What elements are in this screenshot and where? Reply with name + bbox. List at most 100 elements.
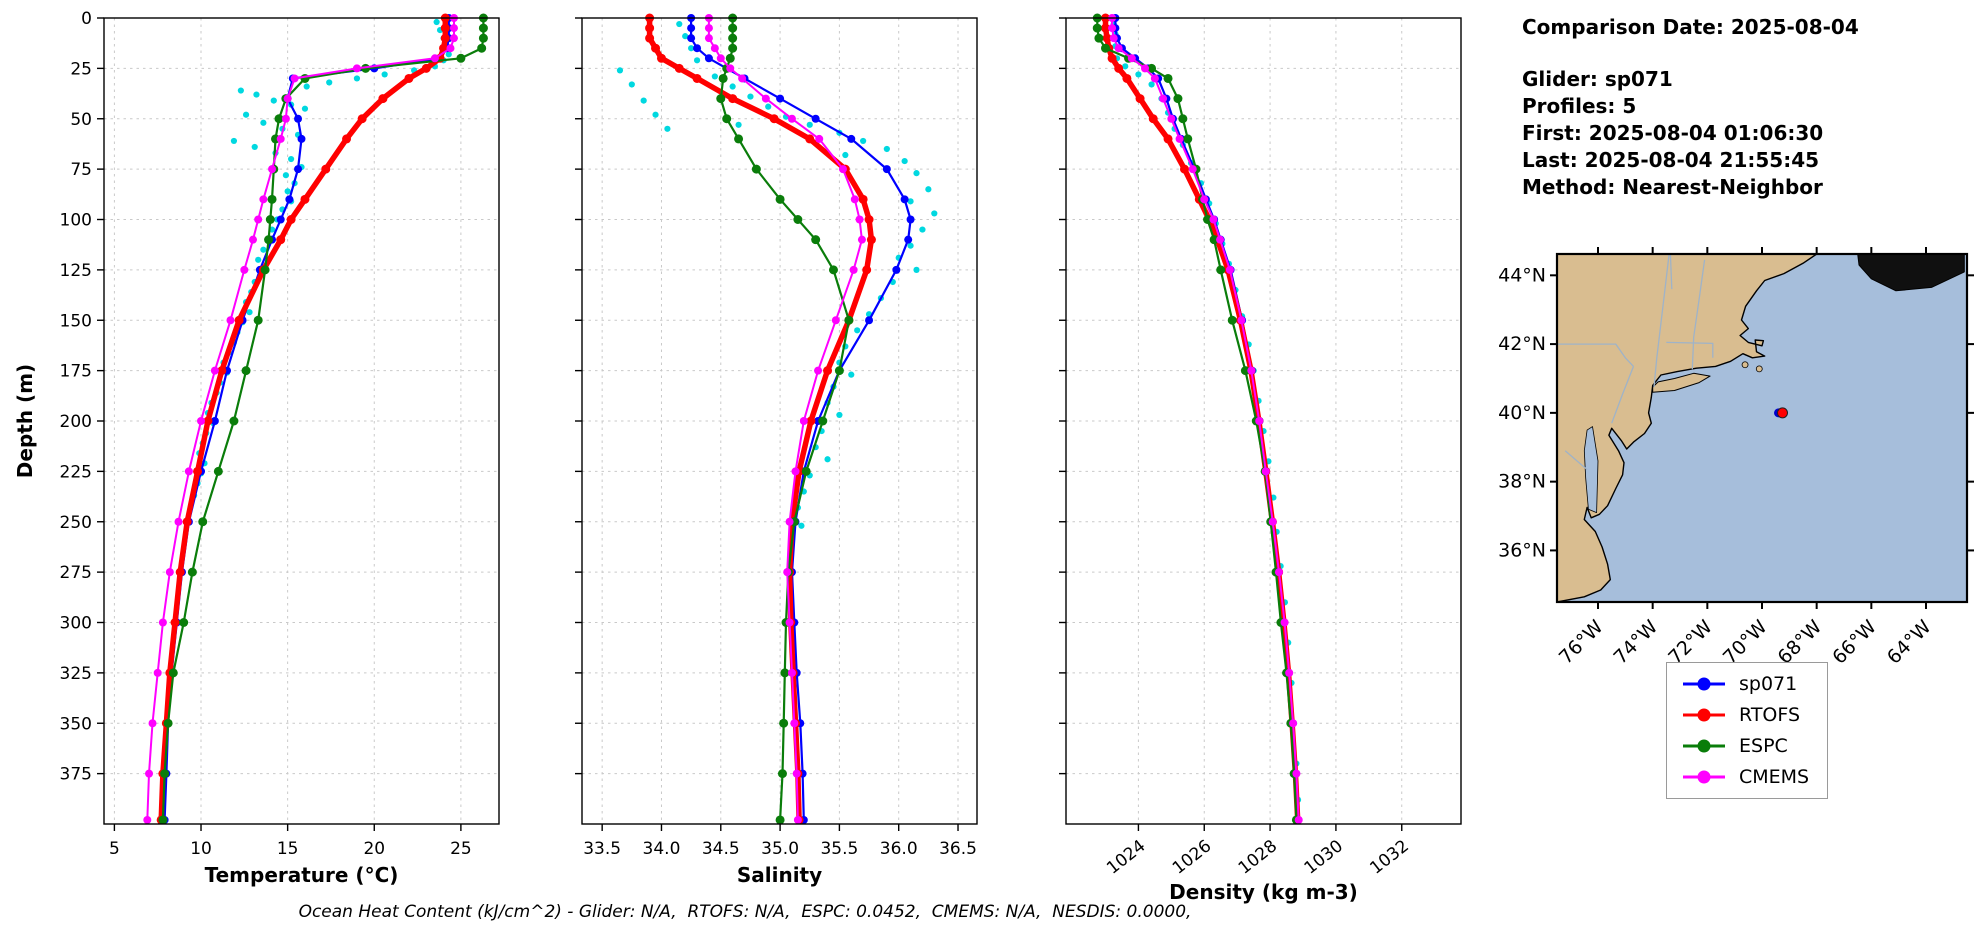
state-border-line (1557, 343, 1634, 367)
chart-legend: sp071 RTOFS ESPC CMEMS (1666, 662, 1829, 799)
lat-tick-label: 38°N (1498, 471, 1546, 493)
svg-text:50: 50 (70, 110, 92, 130)
coastline-land (1557, 254, 1818, 602)
svg-text:1032: 1032 (1366, 836, 1412, 878)
glider-observations (1135, 71, 1142, 78)
svg-text:275: 275 (60, 563, 92, 583)
glider-observations (688, 45, 695, 52)
svg-text:325: 325 (60, 664, 92, 684)
glider-observations (682, 33, 689, 40)
glider-observations (301, 105, 309, 112)
svg-text:100: 100 (60, 211, 92, 231)
svg-text:36.5: 36.5 (939, 839, 977, 859)
location-map: 44°N 42°N 40°N 38°N 36°N 76°W 74°W 72°W 70°W 68°W… (1498, 247, 1974, 669)
lat-tick-label: 44°N (1498, 264, 1546, 286)
glider-observations (664, 125, 671, 132)
lon-tick-label: 64°W (1883, 616, 1936, 669)
glider-observations (237, 87, 244, 94)
series-CMEMS (1111, 18, 1300, 821)
method-text: Method: Nearest-Neighbor (1522, 175, 1823, 199)
state-border-line (1666, 341, 1714, 358)
info-panel: Comparison Date: 2025-08-04 Glider: sp07… (1522, 14, 1972, 201)
glider-observations (735, 121, 742, 128)
glider-observations (251, 143, 258, 151)
svg-text:375: 375 (60, 765, 92, 785)
glider-observations (640, 97, 647, 104)
glider-observations (445, 51, 452, 58)
glider-observations (913, 266, 920, 273)
glider-observations (282, 172, 290, 179)
lat-tick-label: 36°N (1498, 539, 1546, 561)
glider-observations (326, 79, 333, 86)
glider-observations (848, 371, 855, 378)
svg-text:1024: 1024 (1103, 836, 1149, 878)
svg-text:34.5: 34.5 (702, 839, 740, 859)
svg-text:0: 0 (81, 9, 92, 29)
glider-observations (652, 111, 659, 118)
svg-text:350: 350 (60, 714, 92, 734)
glider-observations (854, 327, 861, 334)
glider-observations (860, 137, 867, 145)
glider-observations (729, 83, 736, 90)
svg-text:25: 25 (70, 59, 92, 79)
glider-observations (883, 145, 890, 153)
glider-name-text: Glider: sp071 (1522, 67, 1673, 91)
glider-location-marker (1777, 407, 1788, 419)
series-CMEMS (146, 18, 455, 821)
glider-observations (303, 83, 310, 90)
lon-tick-label: 72°W (1664, 616, 1717, 669)
density-profile-chart: 1024 1026 1028 1030 1032 Density (kg m-3) (1059, 13, 1462, 904)
glider-observations (798, 522, 805, 529)
legend-item-cmems: CMEMS (1681, 766, 1809, 788)
glider-observations (242, 111, 250, 118)
svg-text:300: 300 (60, 614, 92, 634)
svg-text:125: 125 (60, 261, 92, 281)
svg-text:35.0: 35.0 (761, 839, 799, 859)
glider-observations (246, 309, 253, 316)
glider-observations (260, 119, 267, 126)
lon-tick-label: 74°W (1610, 616, 1663, 669)
svg-text:150: 150 (60, 311, 92, 331)
glider-observations (1148, 81, 1155, 88)
svg-text:75: 75 (70, 160, 92, 180)
svg-text:36.0: 36.0 (880, 839, 918, 859)
legend-label-rtofs: RTOFS (1739, 704, 1801, 726)
glider-observations (270, 97, 277, 104)
legend-label-cmems: CMEMS (1739, 766, 1810, 788)
svg-text:34.0: 34.0 (643, 839, 681, 859)
lon-tick-label: 66°W (1828, 616, 1881, 669)
lat-tick-label: 42°N (1498, 333, 1546, 355)
glider-observations (255, 256, 262, 263)
glider-observations (628, 81, 635, 88)
glider-observations (931, 210, 938, 217)
state-border-line (1611, 366, 1635, 424)
glider-observations (260, 246, 267, 253)
island (1755, 365, 1763, 373)
svg-text:1028: 1028 (1235, 836, 1281, 878)
state-border-line (1669, 254, 1673, 290)
lat-tick-label: 40°N (1498, 402, 1546, 424)
state-border-line (1653, 254, 1670, 388)
glider-observations (353, 75, 361, 82)
first-profile-time-text: First: 2025-08-04 01:06:30 (1522, 121, 1824, 145)
series-RTOFS (1102, 18, 1301, 821)
glider-observations (693, 57, 701, 64)
ocean-heat-content-caption: Ocean Heat Content (kJ/cm^2) - Glider: N… (298, 902, 1192, 922)
legend-item-rtofs: RTOFS (1681, 704, 1809, 726)
legend-line-sp071 (1683, 677, 1725, 691)
glider-observations (836, 411, 843, 419)
glider-observations (711, 73, 718, 80)
x-axis-label: Salinity (737, 863, 822, 887)
series-RTOFS (646, 18, 875, 821)
x-axis-label: Density (kg m-3) (1169, 880, 1358, 904)
last-profile-time-text: Last: 2025-08-04 21:55:45 (1522, 148, 1820, 172)
glider-observations (907, 198, 914, 205)
glider-observations (907, 242, 914, 249)
lon-tick-label: 76°W (1555, 616, 1608, 669)
glider-observations (616, 67, 624, 74)
salinity-profile-chart: 33.5 34.0 34.5 35.0 35.5 36.0 36.5 Salinity (575, 13, 978, 887)
lon-tick-label: 70°W (1719, 616, 1772, 669)
svg-text:15: 15 (277, 839, 299, 859)
chesapeake-bay (1583, 426, 1599, 513)
